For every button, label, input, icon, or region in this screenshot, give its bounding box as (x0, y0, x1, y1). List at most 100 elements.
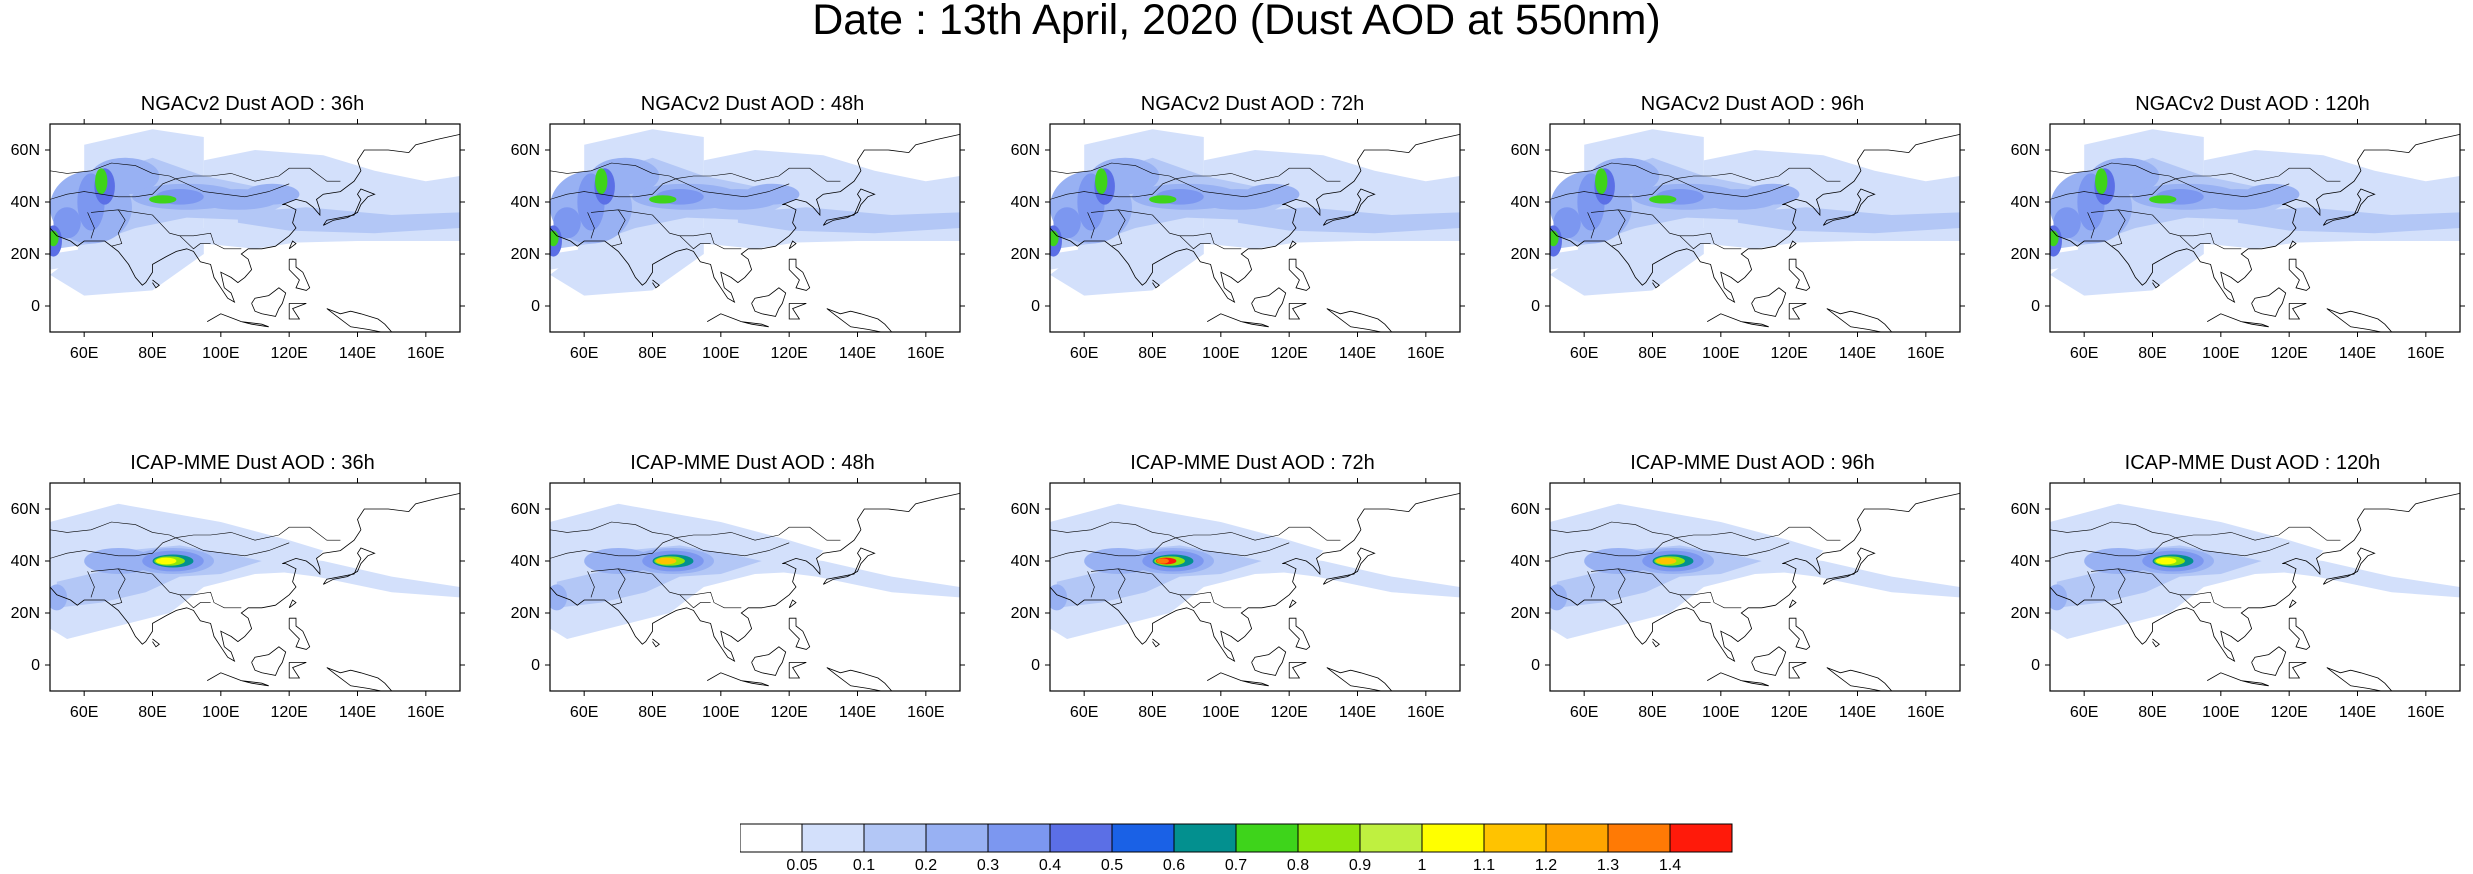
lat-tick-label: 20N (11, 605, 40, 622)
aod-contour (649, 195, 677, 204)
lon-tick-label: 80E (2138, 345, 2166, 362)
lat-tick-label: 20N (2011, 246, 2040, 263)
lon-tick-label: 60E (1570, 704, 1598, 721)
lon-tick-label: 60E (1570, 345, 1598, 362)
aod-contour (2155, 557, 2177, 565)
aod-contour (1149, 195, 1177, 204)
colorbar-swatch (740, 823, 803, 853)
colorbar-swatch (1173, 823, 1237, 853)
lon-tick-label: 120E (270, 345, 307, 362)
lat-tick-label: 60N (11, 501, 40, 518)
aod-contour (1050, 222, 1460, 270)
coastlines (1550, 134, 1960, 332)
aod-contour (1156, 558, 1169, 564)
aod-contour (1237, 207, 1460, 234)
lon-tick-label: 160E (407, 704, 444, 721)
aod-contour (1050, 230, 1059, 247)
lon-tick-label: 60E (70, 345, 98, 362)
lat-tick-label: 20N (11, 246, 40, 263)
aod-field (1050, 129, 1460, 296)
aod-field (550, 129, 960, 296)
dust-aod-map: 60N 40N 20N 0 60E 80E 100E 120E 140E 160E (1011, 119, 1465, 362)
aod-contour (2244, 183, 2300, 205)
aod-contour (550, 230, 559, 247)
colorbar-tick-label: 1.1 (1473, 857, 1495, 872)
aod-field (2050, 129, 2460, 296)
lon-tick-label: 80E (1638, 345, 1666, 362)
aod-contour (50, 222, 460, 270)
aod-contour (595, 168, 608, 195)
lat-tick-label: 60N (1011, 142, 1040, 159)
lon-tick-label: 120E (770, 345, 807, 362)
lat-tick-label: 60N (11, 142, 40, 159)
lat-tick-label: 20N (1011, 605, 1040, 622)
lon-tick-label: 120E (1770, 704, 1807, 721)
lat-tick-label: 0 (1031, 657, 1040, 674)
lon-tick-label: 160E (907, 704, 944, 721)
dust-aod-map: 60N 40N 20N 0 60E 80E 100E 120E 140E 160E (511, 478, 965, 721)
lon-tick-label: 60E (570, 345, 598, 362)
dust-aod-map: 60N 40N 20N 0 60E 80E 100E 120E 140E 160E (11, 119, 465, 362)
aod-contour (1584, 548, 1653, 574)
map-panel-ngacv2-96h: NGACv2 Dust AOD : 96h 60N 40N 20N 0 60E 80E 10… (1511, 92, 1965, 368)
lon-tick-label: 100E (1702, 345, 1739, 362)
lon-tick-label: 100E (702, 345, 739, 362)
lat-tick-label: 40N (1511, 194, 1540, 211)
aod-contour (1095, 168, 1108, 195)
map-panel-ngacv2-120h: NGACv2 Dust AOD : 120h 60N 40N 20N 0 60E 80E 1… (2011, 92, 2465, 368)
colorbar-tick-label: 0.6 (1163, 857, 1185, 872)
lon-tick-label: 140E (1339, 704, 1376, 721)
aod-contour (1244, 183, 1300, 205)
aod-contour (1193, 553, 1460, 598)
aod-contour (655, 557, 677, 565)
aod-contour (2237, 207, 2460, 234)
aod-field (1050, 503, 1460, 639)
lon-tick-label: 160E (907, 345, 944, 362)
colorbar-swatch (1545, 823, 1609, 853)
map-panel-icap-48h: ICAP-MME Dust AOD : 48h 60N 40N 20N 0 60E 80E… (511, 451, 965, 727)
lat-tick-label: 40N (511, 194, 540, 211)
colorbar-swatch (1359, 823, 1423, 853)
aod-contour (53, 207, 81, 239)
coastlines (2050, 493, 2460, 691)
aod-contour (1053, 207, 1081, 239)
map-panel-ngacv2-36h: NGACv2 Dust AOD : 36h 60N 40N 20N 0 60E 80E 10… (11, 92, 465, 368)
lon-tick-label: 60E (2070, 345, 2098, 362)
colorbar-swatch (1483, 823, 1547, 853)
colorbar-swatch (801, 823, 865, 853)
lon-tick-label: 140E (1839, 345, 1876, 362)
aod-field (550, 503, 960, 639)
lon-tick-label: 140E (1839, 704, 1876, 721)
lon-tick-label: 140E (839, 704, 876, 721)
aod-contour (155, 557, 177, 565)
panel-title: ICAP-MME Dust AOD : 36h (130, 452, 375, 474)
aod-contour (1595, 168, 1608, 195)
lat-tick-label: 40N (2011, 194, 2040, 211)
aod-contour (193, 553, 460, 598)
aod-field (2050, 503, 2460, 639)
lon-tick-label: 60E (1070, 704, 1098, 721)
lat-tick-label: 20N (1511, 605, 1540, 622)
lon-tick-label: 120E (1270, 704, 1307, 721)
aod-contour (1693, 553, 1960, 598)
lat-tick-label: 0 (31, 298, 40, 315)
lon-tick-label: 120E (1770, 345, 1807, 362)
map-panel-ngacv2-48h: NGACv2 Dust AOD : 48h 60N 40N 20N 0 60E 80E 10… (511, 92, 965, 368)
aod-contour (2084, 548, 2153, 574)
coastlines (2050, 134, 2460, 332)
lat-tick-label: 0 (1031, 298, 1040, 315)
coastlines (550, 134, 960, 332)
aod-contour (2050, 584, 2068, 611)
coastlines (1550, 493, 1960, 691)
lat-tick-label: 40N (1011, 553, 1040, 570)
lat-tick-label: 0 (1531, 657, 1540, 674)
colorbar-swatch (1297, 823, 1361, 853)
colorbar-tick-label: 0.4 (1039, 857, 1061, 872)
colorbar-swatch (1235, 823, 1299, 853)
aod-contour (550, 222, 960, 270)
lon-tick-label: 60E (1070, 345, 1098, 362)
colorbar-tick-label: 1.3 (1597, 857, 1619, 872)
coastlines (50, 134, 460, 332)
lon-tick-label: 100E (1202, 345, 1239, 362)
lat-tick-label: 60N (1511, 142, 1540, 159)
